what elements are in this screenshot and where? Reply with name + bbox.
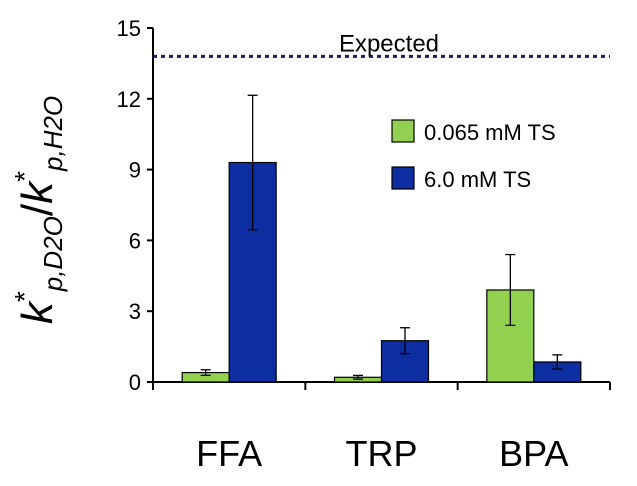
y-tick-label: 12 bbox=[117, 87, 141, 112]
y-tick-label: 0 bbox=[129, 370, 141, 395]
legend-label: 0.065 mM TS bbox=[424, 120, 556, 145]
y-title-sub1: p,D2O bbox=[38, 216, 68, 292]
category-label: TRP bbox=[346, 433, 418, 474]
y-title-k2: k bbox=[13, 180, 62, 204]
y-title-sup2: * bbox=[9, 171, 40, 182]
category-label: FFA bbox=[196, 433, 262, 474]
legend-swatch bbox=[391, 119, 415, 143]
y-title-sub1-text: p,D2O bbox=[38, 216, 68, 292]
y-title-slash: / bbox=[13, 203, 62, 216]
expected-label: Expected bbox=[339, 30, 439, 57]
error-bars bbox=[200, 94, 563, 380]
legend: 0.065 mM TS 6.0 mM TS bbox=[391, 119, 556, 192]
category-labels: FFA TRP BPA bbox=[196, 433, 568, 474]
legend-swatch bbox=[391, 166, 415, 190]
y-tick-label: 9 bbox=[129, 158, 141, 183]
y-title-k1: k bbox=[13, 300, 62, 324]
y-tick-label: 3 bbox=[129, 299, 141, 324]
y-ticks: 0 3 6 9 12 15 bbox=[117, 16, 153, 395]
y-axis-title: k*p,D2O/k*p,H2O bbox=[9, 96, 68, 324]
y-title-sub2: p,H2O bbox=[38, 96, 68, 172]
x-ticks bbox=[152, 382, 611, 390]
category-label: BPA bbox=[499, 433, 568, 474]
chart-axes bbox=[152, 28, 610, 383]
y-tick-label: 15 bbox=[117, 16, 141, 41]
legend-label: 6.0 mM TS bbox=[424, 167, 531, 192]
bars bbox=[181, 161, 582, 383]
y-tick-label: 6 bbox=[129, 228, 141, 253]
expected-reference: Expected bbox=[153, 30, 610, 58]
y-title-sup1: * bbox=[9, 291, 40, 302]
